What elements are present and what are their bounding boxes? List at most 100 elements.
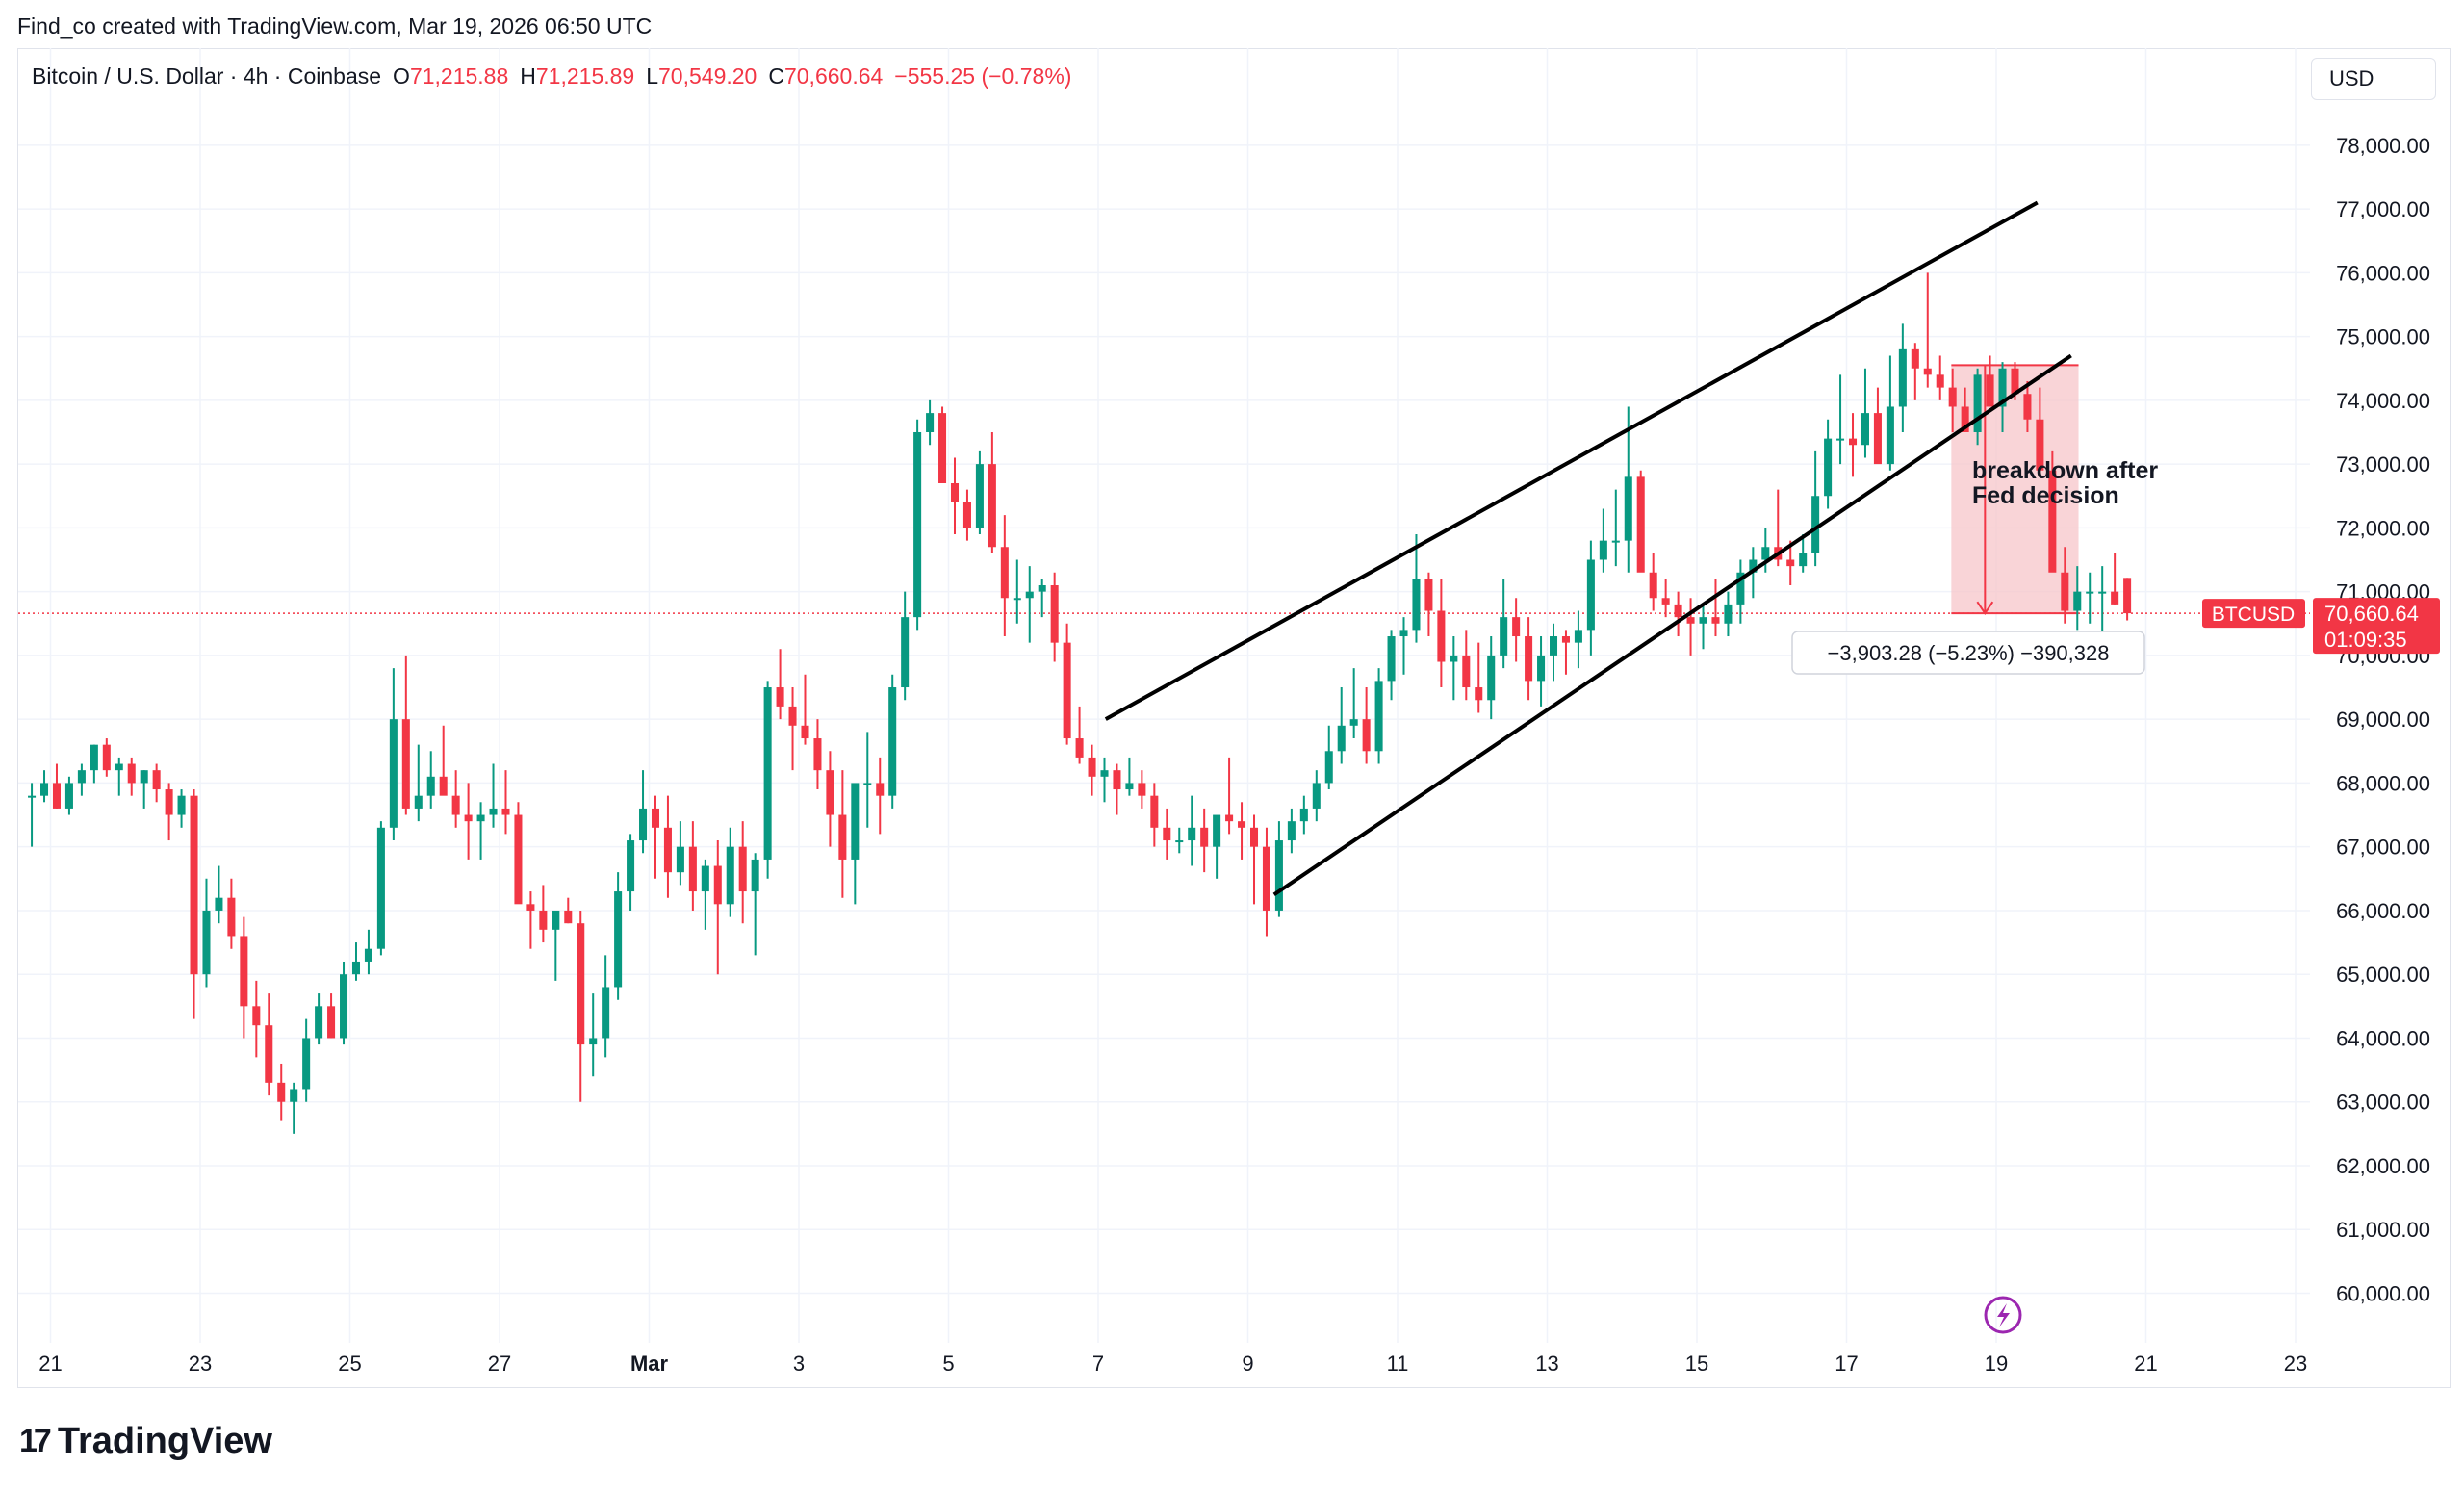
candle-body[interactable] xyxy=(1200,827,1209,847)
candle-body[interactable] xyxy=(1525,636,1533,682)
candle-body[interactable] xyxy=(1724,604,1732,624)
candle-body[interactable] xyxy=(1337,725,1346,752)
candle-body[interactable] xyxy=(1599,540,1607,560)
candle-body[interactable] xyxy=(1699,617,1707,624)
candle-body[interactable] xyxy=(602,987,610,1039)
candle-body[interactable] xyxy=(389,719,398,828)
candle-body[interactable] xyxy=(140,770,148,784)
candle-body[interactable] xyxy=(1150,795,1159,828)
candle-body[interactable] xyxy=(1213,814,1221,847)
candle-body[interactable] xyxy=(651,808,660,828)
candle-body[interactable] xyxy=(2011,368,2019,395)
candle-body[interactable] xyxy=(252,1006,261,1026)
candle-body[interactable] xyxy=(1437,610,1446,662)
candle-body[interactable] xyxy=(539,910,548,930)
candle-body[interactable] xyxy=(351,961,361,975)
candle-body[interactable] xyxy=(1636,476,1645,573)
candle-body[interactable] xyxy=(165,789,173,815)
candle-body[interactable] xyxy=(614,891,623,988)
candle-body[interactable] xyxy=(1848,438,1858,446)
candle-body[interactable] xyxy=(127,763,136,784)
candle-body[interactable] xyxy=(1611,540,1620,543)
candle-body[interactable] xyxy=(2073,591,2082,611)
candle-body[interactable] xyxy=(190,795,198,975)
candle-body[interactable] xyxy=(77,770,86,784)
candle-body[interactable] xyxy=(726,846,734,905)
candle-body[interactable] xyxy=(901,617,910,688)
candle-body[interactable] xyxy=(988,464,996,548)
candle-body[interactable] xyxy=(1412,579,1421,631)
candle-body[interactable] xyxy=(414,795,423,809)
candle-body[interactable] xyxy=(526,904,535,911)
candle-body[interactable] xyxy=(1324,751,1333,784)
candle-body[interactable] xyxy=(627,840,635,892)
candle-body[interactable] xyxy=(64,783,73,809)
candle-body[interactable] xyxy=(639,808,648,841)
candle-body[interactable] xyxy=(102,744,111,771)
candle-body[interactable] xyxy=(40,783,49,796)
candle-body[interactable] xyxy=(2086,591,2094,594)
candle-body[interactable] xyxy=(1013,598,1021,601)
candle-body[interactable] xyxy=(1786,559,1795,567)
candle-body[interactable] xyxy=(826,770,834,815)
candle-body[interactable] xyxy=(938,413,947,483)
legend-symbol[interactable]: Bitcoin / U.S. Dollar · 4h · Coinbase xyxy=(32,64,382,89)
candle-body[interactable] xyxy=(1000,547,1009,599)
candle-body[interactable] xyxy=(1249,827,1259,847)
candle-body[interactable] xyxy=(1399,630,1408,637)
candle-body[interactable] xyxy=(115,763,123,771)
candle-body[interactable] xyxy=(888,687,897,796)
candle-body[interactable] xyxy=(1824,438,1833,497)
candle-body[interactable] xyxy=(215,897,223,911)
candle-body[interactable] xyxy=(439,776,448,796)
candle-body[interactable] xyxy=(290,1089,298,1102)
candle-body[interactable] xyxy=(776,687,784,707)
candle-body[interactable] xyxy=(2023,394,2032,420)
candle-body[interactable] xyxy=(1537,655,1546,682)
candle-body[interactable] xyxy=(1649,572,1657,599)
candle-body[interactable] xyxy=(476,814,485,822)
candle-body[interactable] xyxy=(801,725,809,739)
candle-body[interactable] xyxy=(1936,374,1944,388)
candle-body[interactable] xyxy=(1836,438,1845,441)
candle-body[interactable] xyxy=(52,783,61,809)
candle-body[interactable] xyxy=(1238,821,1246,828)
tradingview-logo[interactable]: 17 TradingView xyxy=(19,1421,272,1462)
candle-body[interactable] xyxy=(1873,413,1882,465)
candle-body[interactable] xyxy=(227,897,236,937)
candle-body[interactable] xyxy=(489,808,498,815)
candle-body[interactable] xyxy=(962,502,971,528)
candle-body[interactable] xyxy=(1749,559,1758,573)
candle-body[interactable] xyxy=(340,974,348,1039)
candle-body[interactable] xyxy=(90,744,98,771)
candle-body[interactable] xyxy=(1299,808,1308,822)
candle-body[interactable] xyxy=(1923,368,1932,375)
candle-body[interactable] xyxy=(1861,413,1869,446)
candle-body[interactable] xyxy=(1761,547,1770,560)
candle-body[interactable] xyxy=(265,1025,273,1083)
candle-body[interactable] xyxy=(1312,783,1321,809)
channel-lower-line[interactable] xyxy=(1272,353,2072,897)
candle-body[interactable] xyxy=(1911,348,1919,369)
candle-body[interactable] xyxy=(1574,630,1582,643)
candle-body[interactable] xyxy=(426,776,435,796)
candle-body[interactable] xyxy=(1711,617,1720,624)
candle-body[interactable] xyxy=(376,827,385,949)
candle-body[interactable] xyxy=(1138,783,1146,796)
candle-body[interactable] xyxy=(813,738,822,771)
candle-body[interactable] xyxy=(1500,617,1508,656)
candle-body[interactable] xyxy=(1387,636,1396,682)
candle-body[interactable] xyxy=(464,814,473,822)
candle-body[interactable] xyxy=(701,865,709,892)
candle-body[interactable] xyxy=(1349,719,1358,726)
candle-body[interactable] xyxy=(876,783,885,796)
candle-body[interactable] xyxy=(302,1038,311,1090)
candle-body[interactable] xyxy=(277,1082,286,1102)
candle-body[interactable] xyxy=(1424,579,1433,611)
candle-body[interactable] xyxy=(364,948,372,962)
candle-body[interactable] xyxy=(975,464,984,528)
candle-body[interactable] xyxy=(1487,655,1496,701)
candle-body[interactable] xyxy=(1274,840,1283,911)
candle-body[interactable] xyxy=(1586,559,1595,631)
lightning-icon[interactable] xyxy=(1984,1296,2022,1334)
